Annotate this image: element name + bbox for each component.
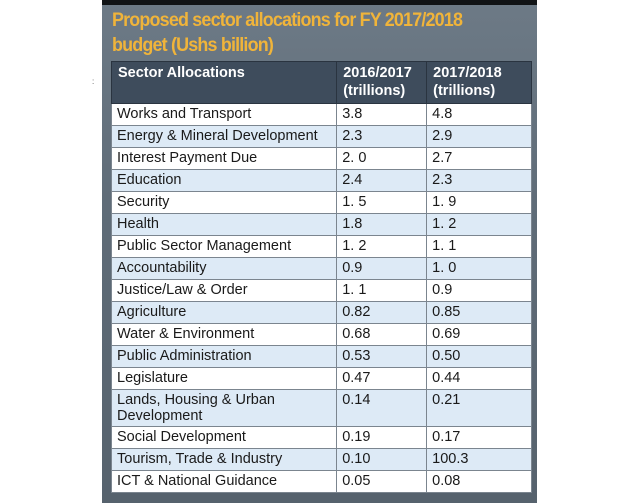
table-row: Legislature 0.47 0.44 (110, 367, 532, 390)
top-bar (102, 0, 537, 5)
infographic-title: Proposed sector allocations for FY 2017/… (112, 9, 463, 56)
table-row: Accountability 0.9 1. 0 (110, 257, 532, 280)
value-2016-2017-cell: 0.10 (336, 448, 428, 471)
value-2017-2018-cell: 0.50 (426, 345, 532, 368)
value-2017-2018-cell: 1. 2 (426, 213, 532, 236)
sector-name-cell: Education (110, 169, 338, 192)
sector-name-cell: Tourism, Trade & Industry (110, 448, 338, 471)
value-2017-2018-cell: 2.7 (426, 147, 532, 170)
sector-name-cell: Public Administration (110, 345, 338, 368)
value-2017-2018-cell: 4.8 (426, 103, 532, 126)
value-2016-2017-cell: 0.82 (336, 301, 428, 324)
value-2016-2017-cell: 1.8 (336, 213, 428, 236)
table-row: Public Administration 0.53 0.50 (110, 345, 532, 368)
value-2016-2017-cell: 0.47 (336, 367, 428, 390)
value-2016-2017-cell: 1. 2 (336, 235, 428, 258)
value-2016-2017-cell: 1. 1 (336, 279, 428, 302)
value-2016-2017-cell: 0.53 (336, 345, 428, 368)
allocations-table: Sector Allocations 2016/2017 (trillions)… (110, 61, 532, 493)
value-2017-2018-cell: 0.44 (426, 367, 532, 390)
table-row: Interest Payment Due 2. 0 2.7 (110, 147, 532, 170)
value-2016-2017-cell: 2.3 (336, 125, 428, 148)
value-2017-2018-cell: 2.9 (426, 125, 532, 148)
value-2016-2017-cell: 2. 0 (336, 147, 428, 170)
table-row: Public Sector Management 1. 2 1. 1 (110, 235, 532, 258)
table-row: Energy & Mineral Development 2.3 2.9 (110, 125, 532, 148)
value-2016-2017-cell: 0.9 (336, 257, 428, 280)
sector-name-cell: ICT & National Guidance (110, 470, 338, 493)
sector-name-cell: Legislature (110, 367, 338, 390)
sector-name-cell: Agriculture (110, 301, 338, 324)
value-2017-2018-cell: 100.3 (426, 448, 532, 471)
value-2016-2017-cell: 1. 5 (336, 191, 428, 214)
value-2017-2018-cell: 0.17 (426, 426, 532, 449)
value-2017-2018-cell: 1. 1 (426, 235, 532, 258)
value-2017-2018-cell: 2.3 (426, 169, 532, 192)
value-2017-2018-cell: 0.9 (426, 279, 532, 302)
sector-name-cell: Justice/Law & Order (110, 279, 338, 302)
value-2016-2017-cell: 3.8 (336, 103, 428, 126)
sector-name-cell: Security (110, 191, 338, 214)
sector-name-cell: Works and Transport (110, 103, 338, 126)
header-sector: Sector Allocations (110, 61, 338, 104)
table-row: Health 1.8 1. 2 (110, 213, 532, 236)
value-2017-2018-cell: 0.69 (426, 323, 532, 346)
table-body: Works and Transport 3.8 4.8 Energy & Minera… (110, 103, 532, 493)
table-row: Lands, Housing & Urban Development 0.14 0.… (110, 389, 532, 427)
sector-name-cell: Energy & Mineral Development (110, 125, 338, 148)
header-2017-2018: 2017/2018 (trillions) (426, 61, 532, 104)
header-2016-2017: 2016/2017 (trillions) (336, 61, 428, 104)
table-row: Agriculture 0.82 0.85 (110, 301, 532, 324)
value-2017-2018-cell: 0.08 (426, 470, 532, 493)
value-2017-2018-cell: 1. 9 (426, 191, 532, 214)
value-2017-2018-cell: 0.21 (426, 389, 532, 427)
table-row: Works and Transport 3.8 4.8 (110, 103, 532, 126)
sector-name-cell: Lands, Housing & Urban Development (110, 389, 338, 427)
value-2017-2018-cell: 0.85 (426, 301, 532, 324)
infographic-panel: Proposed sector allocations for FY 2017/… (102, 0, 537, 503)
value-2016-2017-cell: 2.4 (336, 169, 428, 192)
table-row: Security 1. 5 1. 9 (110, 191, 532, 214)
sector-name-cell: Public Sector Management (110, 235, 338, 258)
sector-name-cell: Accountability (110, 257, 338, 280)
value-2017-2018-cell: 1. 0 (426, 257, 532, 280)
sector-name-cell: Health (110, 213, 338, 236)
value-2016-2017-cell: 0.19 (336, 426, 428, 449)
sector-name-cell: Water & Environment (110, 323, 338, 346)
table-row: ICT & National Guidance 0.05 0.08 (110, 470, 532, 493)
table-row: Education 2.4 2.3 (110, 169, 532, 192)
table-row: Justice/Law & Order 1. 1 0.9 (110, 279, 532, 302)
value-2016-2017-cell: 0.68 (336, 323, 428, 346)
stray-mark: : (92, 77, 95, 86)
sector-name-cell: Interest Payment Due (110, 147, 338, 170)
value-2016-2017-cell: 0.14 (336, 389, 428, 427)
sector-name-cell: Social Development (110, 426, 338, 449)
header-row: Sector Allocations 2016/2017 (trillions)… (110, 61, 532, 104)
value-2016-2017-cell: 0.05 (336, 470, 428, 493)
table-row: Water & Environment 0.68 0.69 (110, 323, 532, 346)
table-row: Social Development 0.19 0.17 (110, 426, 532, 449)
table-row: Tourism, Trade & Industry 0.10 100.3 (110, 448, 532, 471)
